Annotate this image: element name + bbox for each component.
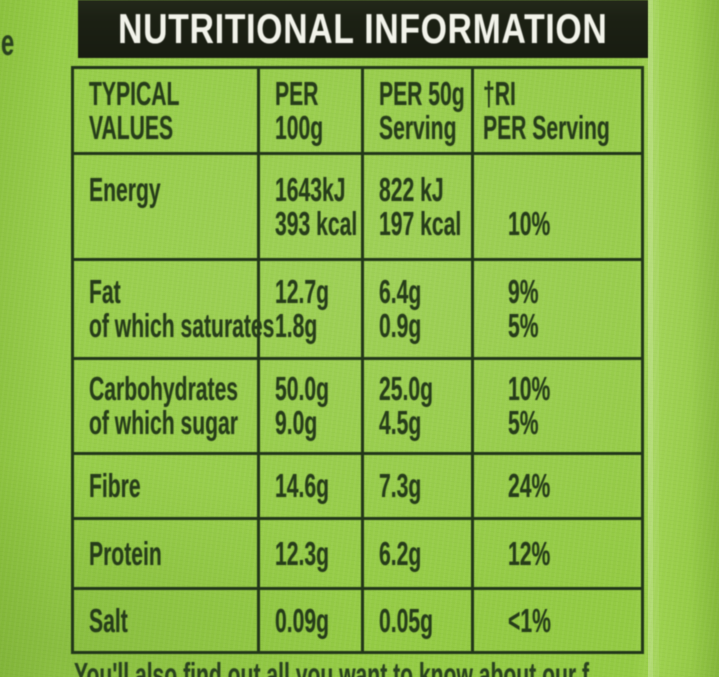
label-text: Salt (89, 601, 128, 639)
header-typical-values: TYPICAL VALUES (71, 66, 260, 155)
salt-ri: <1% (471, 587, 644, 654)
value-text: 0.09g (275, 601, 330, 639)
value-text: 5% (508, 307, 539, 344)
value-text: 6.2g (379, 534, 422, 572)
header-per-50g-serving: PER 50g Serving (361, 66, 474, 155)
energy-ri: 10% (471, 152, 644, 261)
value-text: 1.8g (275, 307, 318, 344)
label-text: Fat (89, 273, 121, 310)
fibre-per-100g: 14.6g (257, 452, 364, 520)
protein-per-50g: 6.2g (361, 517, 474, 590)
label-text: Protein (89, 534, 162, 572)
value-text: 822 kJ (379, 170, 444, 208)
value-text: 10% (508, 370, 551, 407)
fat-per-50g: 6.4g 0.9g (361, 258, 474, 360)
fat-label: Fat of which saturates (71, 258, 274, 360)
header-text: PER Serving (483, 108, 610, 146)
energy-per-50g: 822 kJ 197 kcal (361, 152, 474, 261)
fat-per-100g: 12.7g 1.8g (257, 258, 364, 360)
energy-label: Energy (71, 152, 260, 261)
value-text: 5% (508, 404, 539, 441)
value-text: 4.5g (379, 404, 422, 441)
label-text: Carbohydrates (89, 370, 239, 407)
header-title: NUTRITIONAL INFORMATION (118, 5, 608, 52)
value-text: 12% (508, 534, 551, 572)
edge-letter-text: e (1, 22, 15, 63)
row-carbohydrates: Carbohydrates of which sugar 50.0g 9.0g … (71, 357, 644, 455)
fat-ri: 9% 5% (471, 258, 644, 360)
label-text: of which sugar (89, 404, 239, 441)
value-text: 197 kcal (379, 204, 462, 242)
carbohydrates-ri: 10% 5% (471, 357, 644, 455)
header-per-100g: PER 100g (257, 66, 364, 155)
salt-label: Salt (71, 587, 260, 654)
value-text: 9.0g (275, 404, 318, 441)
value-text: 0.9g (379, 307, 422, 344)
salt-per-50g: 0.05g (361, 587, 474, 654)
label-text: Energy (89, 170, 161, 208)
value-text: 9% (508, 273, 539, 310)
fibre-per-50g: 7.3g (361, 452, 474, 520)
value-text: 10% (508, 204, 551, 242)
protein-ri: 12% (471, 517, 644, 590)
header-text: VALUES (89, 108, 174, 146)
value-text: <1% (508, 601, 551, 639)
fibre-label: Fibre (71, 452, 260, 520)
protein-label: Protein (71, 517, 260, 590)
value-text: 1643kJ (275, 170, 346, 208)
salt-per-100g: 0.09g (257, 587, 364, 654)
value-text: 12.7g (275, 273, 330, 310)
value-text: 6.4g (379, 273, 422, 310)
value-text: 12.3g (275, 534, 330, 572)
row-fat: Fat of which saturates 12.7g 1.8g 6.4g 0… (71, 258, 644, 360)
value-text: 0.05g (379, 601, 434, 639)
row-energy: Energy 1643kJ 393 kcal 822 kJ 197 kcal 1… (71, 152, 644, 261)
header-text: TYPICAL (89, 74, 180, 112)
row-protein: Protein 12.3g 6.2g 12% (71, 517, 644, 590)
nutrition-table: TYPICAL VALUES PER 100g PER 50g Serving … (71, 66, 644, 654)
header-ri-per-serving: †RI PER Serving (471, 66, 644, 155)
protein-per-100g: 12.3g (257, 517, 364, 590)
fibre-ri: 24% (471, 452, 644, 520)
energy-per-100g: 1643kJ 393 kcal (257, 152, 364, 261)
carbohydrates-label: Carbohydrates of which sugar (71, 357, 260, 455)
carbohydrates-per-50g: 25.0g 4.5g (361, 357, 474, 455)
row-salt: Salt 0.09g 0.05g <1% (71, 587, 644, 654)
value-text: 24% (508, 467, 551, 504)
table-header-row: TYPICAL VALUES PER 100g PER 50g Serving … (71, 66, 644, 155)
edge-letter: e (1, 22, 22, 64)
carbohydrates-per-100g: 50.0g 9.0g (257, 357, 364, 455)
nutritional-information-header-bar: NUTRITIONAL INFORMATION (78, 0, 648, 58)
header-text: †RI (483, 74, 516, 112)
value-text: 14.6g (275, 467, 330, 504)
value-text: 7.3g (379, 467, 422, 504)
header-text: PER (275, 74, 319, 112)
header-text: PER 50g (379, 74, 465, 112)
label-text: of which saturates (89, 307, 275, 344)
label-text: Fibre (89, 467, 141, 504)
row-fibre: Fibre 14.6g 7.3g 24% (71, 452, 644, 520)
value-text: 50.0g (275, 370, 330, 407)
value-text: 25.0g (379, 370, 434, 407)
value-text: 393 kcal (275, 204, 358, 242)
header-text: Serving (379, 108, 457, 146)
footer-text: You'll also find out all you want to kno… (74, 656, 590, 677)
footer-cutoff-text: You'll also find out all you want to kno… (74, 656, 719, 677)
header-text: 100g (275, 108, 324, 146)
